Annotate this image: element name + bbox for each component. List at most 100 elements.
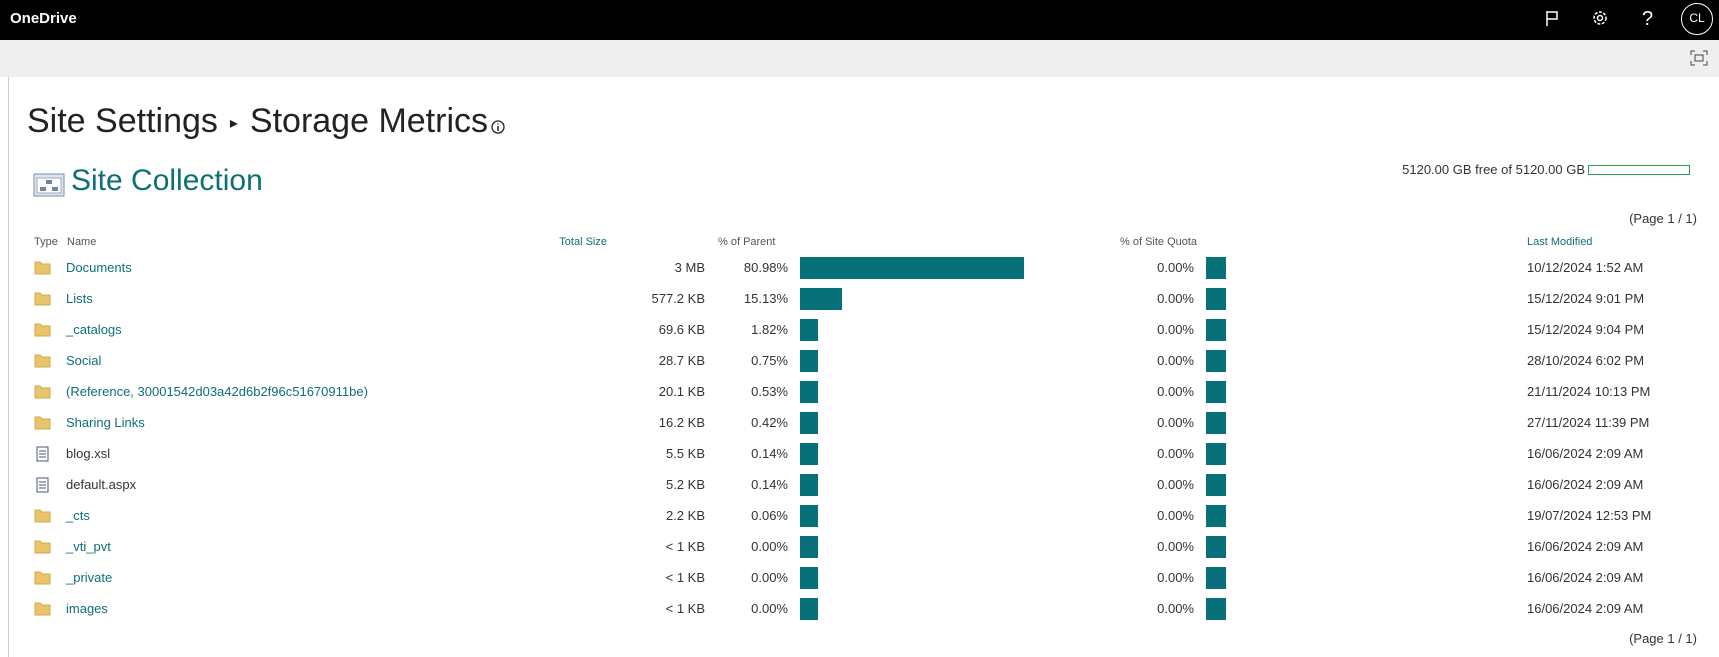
item-name[interactable]: _catalogs xyxy=(66,322,122,337)
parent-bar xyxy=(800,598,818,620)
folder-icon xyxy=(34,602,51,616)
file-icon xyxy=(36,446,49,462)
quota-bar xyxy=(1206,443,1226,465)
item-name[interactable]: _vti_pvt xyxy=(66,539,111,554)
quota-bar xyxy=(1588,165,1690,175)
command-bar xyxy=(0,40,1719,77)
parent-bar xyxy=(800,350,818,372)
percent-of-quota: 0.00% xyxy=(1157,260,1194,275)
percent-of-quota: 0.00% xyxy=(1157,322,1194,337)
quota-bar xyxy=(1206,350,1226,372)
last-modified: 16/06/2024 2:09 AM xyxy=(1527,601,1644,616)
last-modified: 16/06/2024 2:09 AM xyxy=(1527,446,1644,461)
percent-of-quota: 0.00% xyxy=(1157,353,1194,368)
total-size: < 1 KB xyxy=(665,539,705,554)
parent-bar xyxy=(800,474,818,496)
last-modified: 27/11/2024 11:39 PM xyxy=(1527,415,1650,430)
parent-bar xyxy=(800,567,818,589)
user-avatar[interactable]: CL xyxy=(1681,3,1713,35)
quota-text: 5120.00 GB free of 5120.00 GB xyxy=(1402,162,1585,177)
folder-icon xyxy=(34,261,51,275)
last-modified: 16/06/2024 2:09 AM xyxy=(1527,477,1644,492)
last-modified: 19/07/2024 12:53 PM xyxy=(1527,508,1652,523)
percent-of-quota: 0.00% xyxy=(1157,415,1194,430)
total-size: < 1 KB xyxy=(665,601,705,616)
item-name[interactable]: Documents xyxy=(66,260,132,275)
percent-of-parent: 0.00% xyxy=(751,601,788,616)
page-indicator: (Page 1 / 1) xyxy=(1629,631,1697,646)
folder-icon xyxy=(34,540,51,554)
percent-of-quota: 0.00% xyxy=(1157,508,1194,523)
folder-icon xyxy=(34,292,51,306)
parent-bar xyxy=(800,443,818,465)
separator: ▸ xyxy=(229,115,238,133)
help-icon[interactable]: ? xyxy=(1642,8,1654,30)
quota-bar xyxy=(1206,412,1226,434)
folder-icon xyxy=(34,509,51,523)
quota-bar xyxy=(1206,257,1226,279)
last-modified: 16/06/2024 2:09 AM xyxy=(1527,570,1644,585)
last-modified: 16/06/2024 2:09 AM xyxy=(1527,539,1644,554)
item-name: blog.xsl xyxy=(66,446,111,461)
total-size: 20.1 KB xyxy=(658,384,705,399)
item-name[interactable]: images xyxy=(66,601,108,616)
percent-of-parent: 1.82% xyxy=(751,322,788,337)
total-size: 5.5 KB xyxy=(665,446,705,461)
percent-of-parent: 0.00% xyxy=(751,539,788,554)
column-header[interactable]: Total Size xyxy=(559,236,607,248)
total-size: 3 MB xyxy=(674,260,705,275)
percent-of-quota: 0.00% xyxy=(1157,384,1194,399)
quota-bar xyxy=(1206,319,1226,341)
app-name[interactable]: OneDrive xyxy=(10,10,77,27)
item-name[interactable]: Sharing Links xyxy=(66,415,145,430)
page-title: Site Settings ▸ Storage Metrics xyxy=(27,102,488,141)
percent-of-parent: 80.98% xyxy=(743,260,788,275)
item-name[interactable]: Lists xyxy=(66,291,93,306)
section-title: Site Collection xyxy=(71,164,263,197)
last-modified: 15/12/2024 9:04 PM xyxy=(1527,322,1645,337)
percent-of-quota: 0.00% xyxy=(1157,539,1194,554)
last-modified: 21/11/2024 10:13 PM xyxy=(1527,384,1651,399)
item-name[interactable]: _cts xyxy=(66,508,90,523)
quota-bar xyxy=(1206,598,1226,620)
last-modified: 15/12/2024 9:01 PM xyxy=(1527,291,1645,306)
site-icon xyxy=(33,173,65,197)
item-name[interactable]: _private xyxy=(66,570,113,585)
quota-bar xyxy=(1206,474,1226,496)
column-header: % of Parent xyxy=(718,236,776,248)
breadcrumb[interactable]: Site Settings xyxy=(27,102,218,140)
left-border xyxy=(8,77,9,657)
item-name[interactable]: Social xyxy=(66,353,102,368)
percent-of-quota: 0.00% xyxy=(1157,601,1194,616)
parent-bar xyxy=(800,381,818,403)
percent-of-parent: 0.06% xyxy=(751,508,788,523)
parent-bar xyxy=(800,505,818,527)
percent-of-parent: 0.14% xyxy=(751,446,788,461)
percent-of-parent: 15.13% xyxy=(743,291,788,306)
folder-icon xyxy=(34,416,51,430)
focus-icon[interactable] xyxy=(1690,50,1708,66)
total-size: < 1 KB xyxy=(665,570,705,585)
folder-icon xyxy=(34,571,51,585)
last-modified: 10/12/2024 1:52 AM xyxy=(1527,260,1644,275)
settings-icon[interactable] xyxy=(1590,8,1610,28)
item-name: default.aspx xyxy=(66,477,137,492)
total-size: 69.6 KB xyxy=(658,322,705,337)
column-header[interactable]: Last Modified xyxy=(1527,236,1593,248)
top-bar: OneDrive ? CL xyxy=(0,0,1719,40)
quota-bar xyxy=(1206,381,1226,403)
last-modified: 28/10/2024 6:02 PM xyxy=(1527,353,1645,368)
flag-icon[interactable] xyxy=(1542,8,1562,28)
folder-icon xyxy=(34,385,51,399)
percent-of-parent: 0.75% xyxy=(751,353,788,368)
parent-bar xyxy=(800,319,818,341)
total-size: 577.2 KB xyxy=(651,291,706,306)
info-icon[interactable] xyxy=(490,119,506,135)
item-name[interactable]: (Reference, 30001542d03a42d6b2f96c516709… xyxy=(66,384,368,399)
quota-bar xyxy=(1206,288,1226,310)
column-header: Name xyxy=(67,236,97,248)
column-header: % of Site Quota xyxy=(1120,236,1198,248)
percent-of-quota: 0.00% xyxy=(1157,477,1194,492)
total-size: 5.2 KB xyxy=(665,477,705,492)
